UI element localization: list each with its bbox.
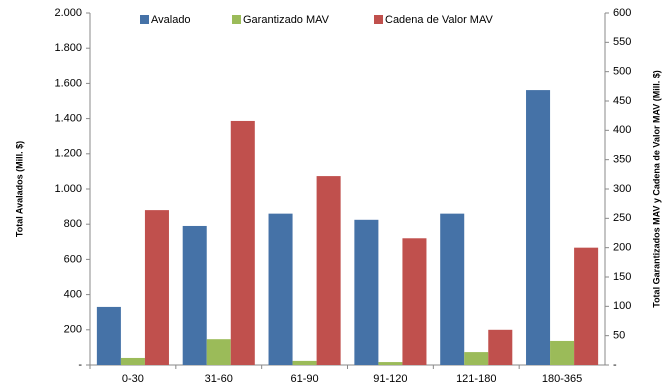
y-axis-title: Total Avalados (Mill. $) [14,141,24,237]
bar [316,176,341,365]
y2ticks-label: 250 [613,212,631,224]
yticks-label: 1.200 [54,148,82,160]
bar [96,306,121,365]
yticks-label: 1.000 [54,183,82,195]
bar [550,340,575,365]
y2ticks-label: 450 [613,95,631,107]
y2ticks-label: 550 [613,36,631,48]
bar [378,362,403,365]
bar [526,90,551,365]
yticks-label: 200 [64,324,82,336]
y2ticks-label: 50 [613,330,625,342]
y2ticks-label: 150 [613,271,631,283]
legend-swatch [140,15,149,24]
legend-swatch [374,15,383,24]
y2ticks-label: 100 [613,300,631,312]
bar [292,360,317,365]
yticks-label: 600 [64,253,82,265]
bar [464,352,489,365]
legend-swatch [232,15,241,24]
x-tick-label: 0-30 [122,373,144,385]
x-tick-label: 31-60 [205,373,233,385]
y2ticks-label: 400 [613,124,631,136]
bar [182,225,207,365]
bar [268,213,293,365]
legend-label: Garantizado MAV [243,14,330,26]
bar [488,329,513,365]
bar [230,120,255,366]
bar [574,247,599,365]
y2-axis-title: Total Garantizados MAV y Cadena de Valor… [651,70,661,308]
y2ticks-label: 500 [613,66,631,78]
yticks-label: 800 [64,218,82,230]
legend-label: Cadena de Valor MAV [385,14,493,26]
y2ticks-label: 600 [613,7,631,19]
y2ticks-label: - [613,359,617,371]
y2ticks-label: 350 [613,154,631,166]
x-tick-label: 61-90 [291,373,319,385]
legend-label: Avalado [151,14,191,26]
bar [440,213,465,365]
x-tick-label: 180-365 [542,373,582,385]
bar [354,219,379,365]
yticks-label: 2.000 [54,7,82,19]
yticks-label: 400 [64,289,82,301]
yticks-label: 1.800 [54,42,82,54]
yticks-label: 1.400 [54,113,82,125]
bar [120,357,145,365]
bar [402,238,427,365]
x-tick-label: 91-120 [373,373,407,385]
bar [144,210,169,365]
bar [206,339,231,365]
y2ticks-label: 200 [613,242,631,254]
yticks-label: 1.600 [54,77,82,89]
y2ticks-label: 300 [613,183,631,195]
x-tick-label: 121-180 [456,373,496,385]
yticks-label: - [78,359,82,371]
